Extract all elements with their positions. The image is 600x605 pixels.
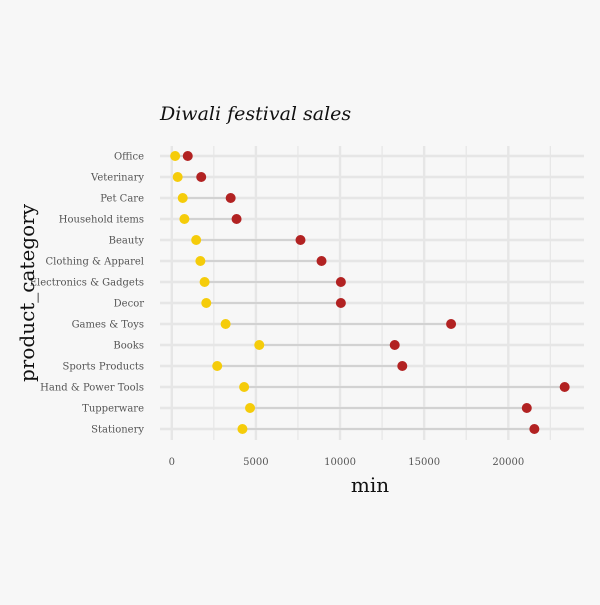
y-tick-labels: Office Veterinary Pet Care Household items B… xyxy=(30,152,145,436)
y-tick-label: Beauty xyxy=(109,236,145,247)
low-point xyxy=(199,277,210,287)
high-point xyxy=(529,424,540,434)
y-tick-label: Pet Care xyxy=(100,194,144,205)
high-point xyxy=(182,151,193,161)
high-point xyxy=(335,277,346,287)
low-point xyxy=(172,172,183,182)
high-point xyxy=(335,298,346,308)
y-tick-label: Household items xyxy=(59,215,144,226)
x-tick-labels: 0 5000 10000 15000 20000 xyxy=(169,457,525,468)
x-tick-label: 15000 xyxy=(408,457,440,468)
low-point xyxy=(191,235,202,245)
high-point xyxy=(231,214,242,224)
y-tick-label: Clothing & Apparel xyxy=(45,257,144,268)
high-point xyxy=(559,382,570,392)
high-point xyxy=(397,361,408,371)
high-point xyxy=(521,403,532,413)
low-point xyxy=(212,361,223,371)
y-tick-label: Games & Toys xyxy=(72,320,144,331)
high-point xyxy=(196,172,207,182)
y-tick-label: Decor xyxy=(114,299,145,310)
y-tick-label: Veterinary xyxy=(90,173,144,184)
low-point xyxy=(237,424,248,434)
x-tick-label: 0 xyxy=(169,457,175,468)
y-tick-label: Books xyxy=(113,341,144,352)
point-layer xyxy=(170,151,570,434)
high-point xyxy=(316,256,327,266)
chart-title: Diwali festival sales xyxy=(159,103,351,125)
low-point xyxy=(220,319,231,329)
low-point xyxy=(201,298,212,308)
y-tick-label: Tupperware xyxy=(82,404,144,415)
low-point xyxy=(254,340,265,350)
high-point xyxy=(295,235,306,245)
high-point xyxy=(389,340,400,350)
low-point xyxy=(245,403,256,413)
x-tick-label: 20000 xyxy=(492,457,524,468)
segment-layer xyxy=(175,155,565,430)
low-point xyxy=(179,214,190,224)
low-point xyxy=(177,193,188,203)
y-tick-label: Sports Products xyxy=(62,362,144,373)
y-tick-label: Office xyxy=(114,152,144,163)
low-point xyxy=(170,151,181,161)
y-axis-title: product_category xyxy=(15,203,39,382)
x-axis-title: min xyxy=(351,473,389,497)
y-tick-label: Hand & Power Tools xyxy=(40,383,144,394)
y-tick-label: Stationery xyxy=(91,425,144,436)
x-tick-label: 5000 xyxy=(243,457,268,468)
x-tick-label: 10000 xyxy=(324,457,356,468)
low-point xyxy=(239,382,250,392)
low-point xyxy=(195,256,206,266)
high-point xyxy=(446,319,457,329)
high-point xyxy=(225,193,236,203)
y-tick-label: Electronics & Gadgets xyxy=(30,278,144,289)
